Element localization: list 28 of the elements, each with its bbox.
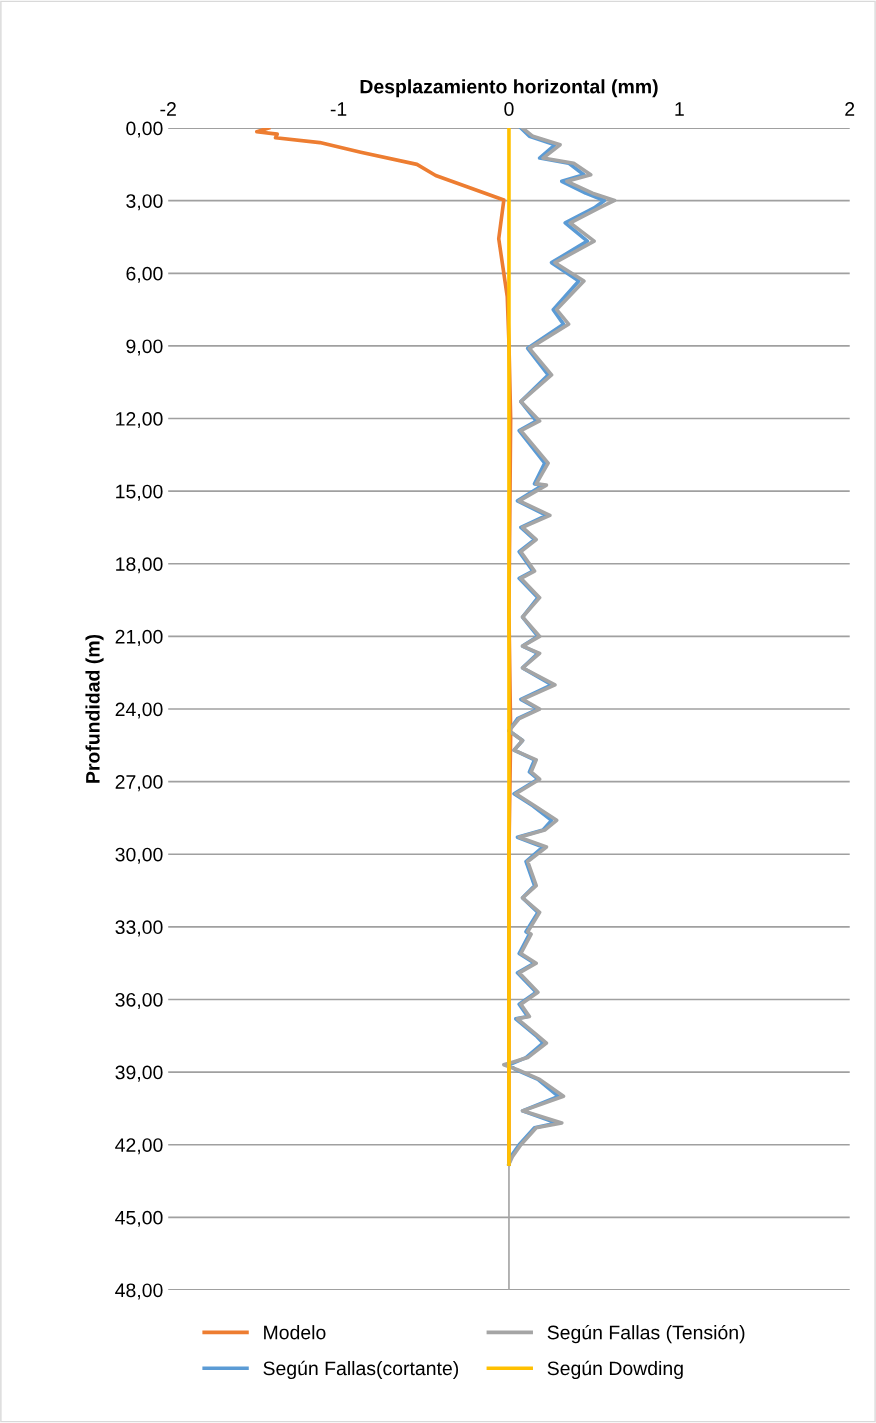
y-tick-label: 6,00 bbox=[126, 266, 163, 283]
legend-label: Modelo bbox=[264, 1325, 326, 1340]
y-tick-label: 18,00 bbox=[116, 557, 163, 574]
y-tick-label: 36,00 bbox=[115, 992, 163, 1010]
y-tick-label: 48,00 bbox=[115, 1283, 163, 1300]
y-tick-label: 0,00 bbox=[126, 121, 163, 138]
x-axis-title: Desplazamiento horizontal (mm) bbox=[360, 79, 658, 98]
y-tick-label: 27,00 bbox=[115, 775, 163, 792]
x-tick-label: -2 bbox=[160, 102, 176, 116]
y-tick-label: 9,00 bbox=[126, 339, 163, 356]
x-tick-label: -1 bbox=[330, 102, 347, 116]
y-axis-title: Profundidad (m) bbox=[85, 634, 104, 783]
y-tick-label: 33,00 bbox=[115, 920, 163, 937]
y-tick-label: 15,00 bbox=[116, 484, 163, 501]
y-tick-label: 42,00 bbox=[115, 1138, 163, 1155]
legend-label: Según Fallas(cortante) bbox=[263, 1360, 459, 1380]
legend-label: Según Fallas (Tensión) bbox=[547, 1324, 745, 1344]
legend-label: Según Dowding bbox=[547, 1360, 683, 1380]
y-tick-label: 30,00 bbox=[115, 847, 163, 864]
y-tick-label: 12,00 bbox=[116, 412, 163, 429]
y-tick-label: 3,00 bbox=[126, 194, 163, 211]
y-tick-label: 24,00 bbox=[115, 702, 163, 719]
x-tick-label: 1 bbox=[675, 102, 684, 116]
y-tick-label: 21,00 bbox=[115, 629, 163, 646]
x-tick-label: 2 bbox=[845, 102, 855, 116]
x-tick-label: 0 bbox=[504, 102, 514, 116]
y-tick-label: 45,00 bbox=[115, 1210, 163, 1227]
y-tick-label: 39,00 bbox=[115, 1065, 163, 1082]
